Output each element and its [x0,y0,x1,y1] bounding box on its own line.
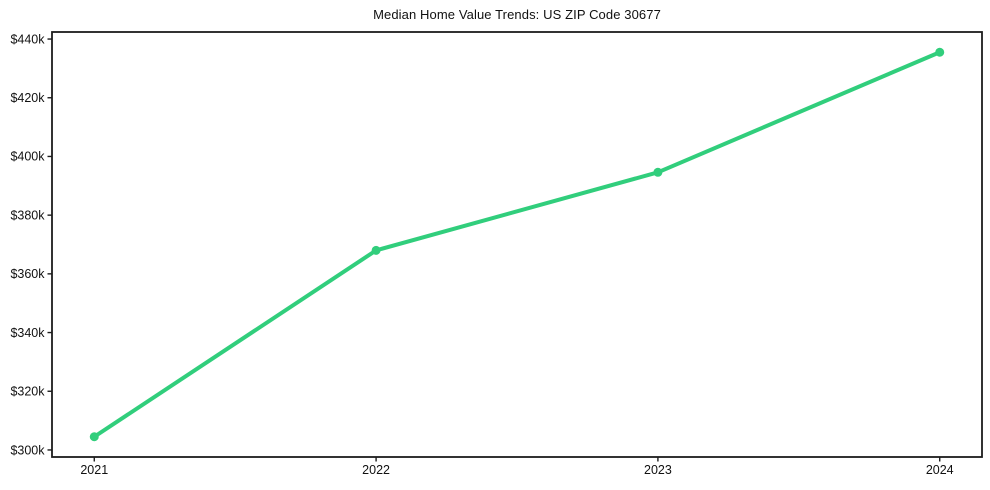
plot-border [51,31,983,458]
x-axis-tick-label: 2021 [80,463,108,477]
y-axis-tick-label: $380k [10,208,45,222]
x-axis-tick-label: 2024 [926,463,954,477]
y-axis-tick-label: $440k [10,32,45,46]
y-axis-tick-label: $320k [10,385,45,399]
y-axis-tick-label: $360k [10,267,45,281]
data-point [89,432,99,442]
data-point [935,47,945,57]
trend-line [92,50,942,439]
data-point [653,167,663,177]
y-axis-tick-label: $400k [10,150,45,164]
x-axis-tick-label: 2023 [644,463,672,477]
y-axis-tick-label: $340k [10,326,45,340]
x-axis-tick-label: 2022 [362,463,390,477]
chart-title: Median Home Value Trends: US ZIP Code 30… [373,7,661,22]
data-point [371,245,381,255]
y-axis-tick-label: $420k [10,91,45,105]
y-axis-tick-label: $300k [10,443,45,457]
